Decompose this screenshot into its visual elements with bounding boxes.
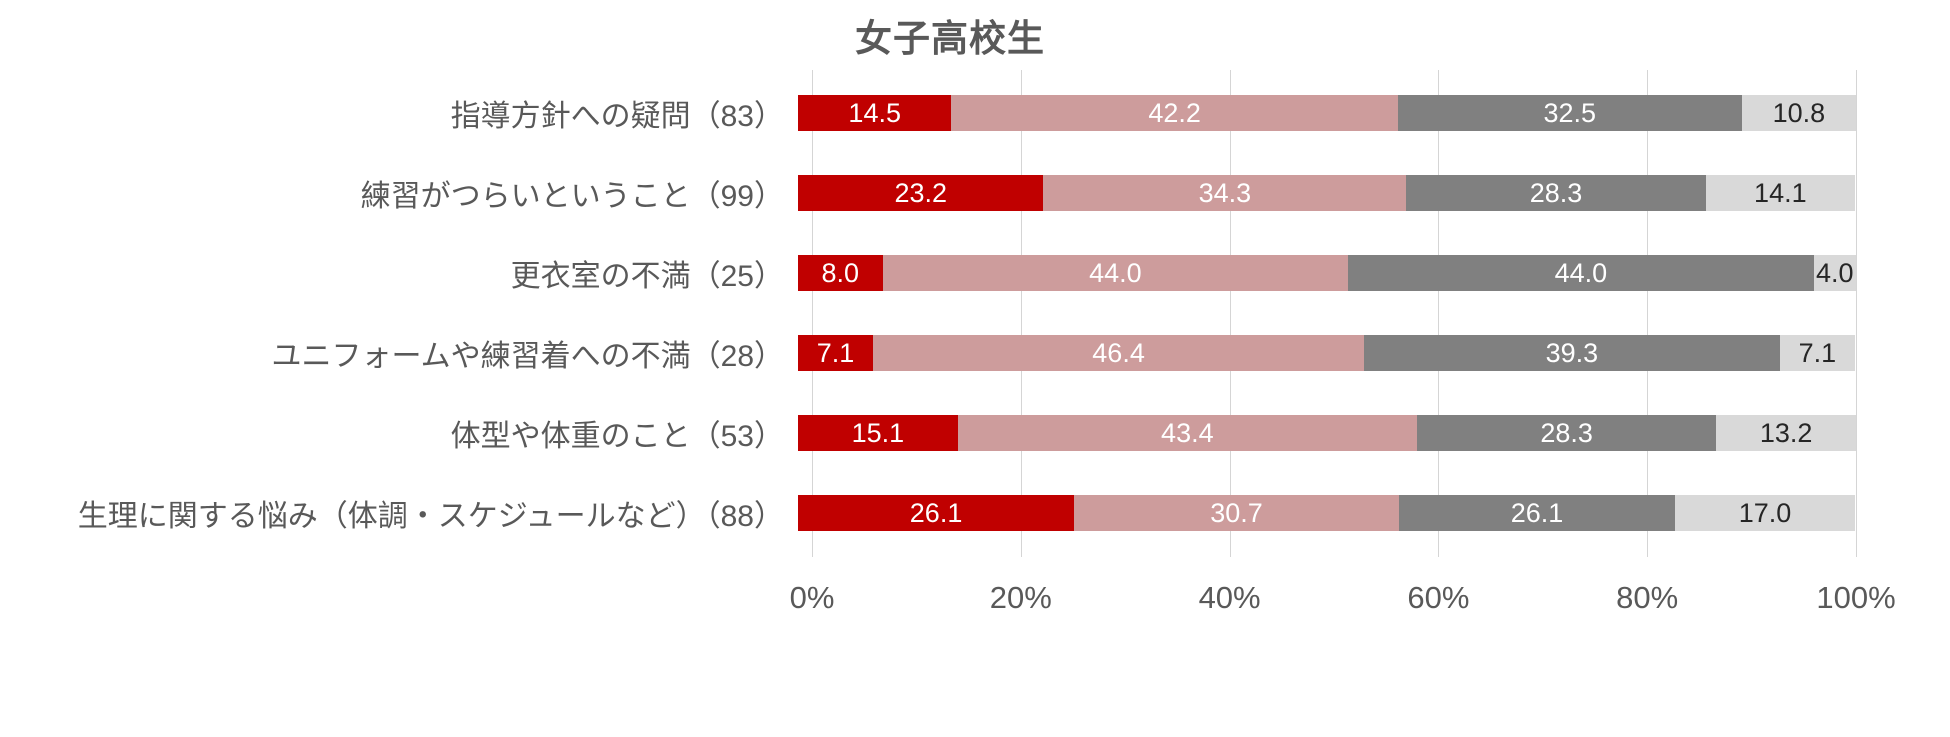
x-tick-label: 40%	[1198, 580, 1261, 615]
x-tick-label: 60%	[1407, 580, 1470, 615]
bar-value-label: 13.2	[1759, 417, 1813, 448]
bar-segment-segment-3-dark-gray: 39.3	[1364, 335, 1780, 371]
bar-segment-segment-4-light-gray: 14.1	[1705, 175, 1855, 211]
x-tick-label: 80%	[1616, 580, 1679, 615]
bar-track: 26.1 30.7 26.1 17.0	[798, 495, 1856, 531]
gridline-layer	[812, 70, 1857, 557]
chart-row: 生理に関する悩み（体調・スケジュールなど）（88） 26.1 30.7 26.1 17.…	[0, 473, 1856, 553]
bar-value-label: 43.4	[1161, 417, 1214, 448]
bar-segment-segment-4-light-gray: 7.1	[1779, 335, 1855, 371]
category-label: 体型や体重のこと（53）	[450, 420, 784, 453]
chart-rows: 指導方針への疑問（83） 14.5 42.2 32.5 10.8 練習がつらいということ（…	[0, 73, 1856, 553]
bar-value-label: 17.0	[1738, 497, 1792, 528]
bar-value-label: 14.1	[1754, 177, 1807, 208]
bar-value-label: 46.4	[1092, 337, 1145, 368]
bar-value-label: 32.5	[1543, 97, 1597, 128]
gridline	[1020, 70, 1022, 557]
bar-value-label: 14.5	[848, 97, 901, 128]
x-tick-label: 20%	[989, 580, 1052, 615]
bar-segment-segment-4-light-gray: 17.0	[1675, 495, 1855, 531]
bar-segment-segment-1-dark-red: 14.5	[798, 95, 952, 131]
bar-track: 14.5 42.2 32.5 10.8	[798, 95, 1856, 131]
gridline	[812, 70, 813, 557]
bar-value-label: 39.3	[1545, 337, 1599, 368]
gridline	[1229, 70, 1231, 557]
bar-value-label: 44.0	[1089, 257, 1142, 288]
category-label: 指導方針への疑問（83）	[450, 100, 784, 133]
bar-value-label: 26.1	[1510, 497, 1564, 528]
bar-track: 23.2 34.3 28.3 14.1	[798, 175, 1856, 211]
bar-value-label: 26.1	[909, 497, 963, 528]
bar-segment-segment-1-dark-red: 7.1	[798, 335, 874, 371]
bar-segment-segment-1-dark-red: 23.2	[798, 175, 1044, 211]
category-label: 練習がつらいということ（99）	[360, 180, 784, 213]
bar-value-label: 28.3	[1540, 417, 1593, 448]
category-label: 生理に関する悩み（体調・スケジュールなど）（88）	[77, 500, 784, 533]
bar-segment-segment-1-dark-red: 26.1	[798, 495, 1075, 531]
bar-segment-segment-3-dark-gray: 28.3	[1406, 175, 1706, 211]
bar-track: 8.0 44.0 44.0 4.0	[798, 255, 1856, 291]
bar-track: 7.1 46.4 39.3 7.1	[798, 335, 1856, 371]
chart-row: 指導方針への疑問（83） 14.5 42.2 32.5 10.8	[0, 73, 1856, 153]
category-label: ユニフォームや練習着への不満（28）	[271, 340, 784, 373]
bar-track: 15.1 43.4 28.3 13.2	[798, 415, 1856, 451]
bar-segment-segment-1-dark-red: 15.1	[798, 415, 958, 451]
x-tick-label: 0%	[789, 580, 835, 615]
gridline	[1438, 70, 1440, 557]
bar-segment-segment-3-dark-gray: 32.5	[1397, 95, 1742, 131]
bar-segment-segment-3-dark-gray: 44.0	[1348, 255, 1814, 291]
gridline	[1856, 70, 1857, 557]
bar-value-label: 7.1	[1798, 337, 1837, 368]
chart-row: 練習がつらいということ（99） 23.2 34.3 28.3 14.1	[0, 153, 1856, 233]
bar-segment-segment-2-rose-pink: 34.3	[1043, 175, 1407, 211]
chart-row: ユニフォームや練習着への不満（28） 7.1 46.4 39.3 7.1	[0, 313, 1856, 393]
bar-segment-segment-2-rose-pink: 44.0	[882, 255, 1349, 291]
bar-value-label: 30.7	[1210, 497, 1263, 528]
bar-segment-segment-4-light-gray: 10.8	[1741, 95, 1856, 131]
x-tick-label: 100%	[1816, 580, 1896, 615]
bar-value-label: 44.0	[1554, 257, 1608, 288]
bar-segment-segment-3-dark-gray: 28.3	[1416, 415, 1717, 451]
bar-value-label: 23.2	[894, 177, 947, 208]
bar-segment-segment-4-light-gray: 13.2	[1716, 415, 1856, 451]
bar-value-label: 34.3	[1198, 177, 1252, 208]
bar-value-label: 15.1	[851, 417, 905, 448]
bar-segment-segment-3-dark-gray: 26.1	[1398, 495, 1676, 531]
bar-value-label: 42.2	[1148, 97, 1201, 128]
bar-value-label: 28.3	[1529, 177, 1583, 208]
bar-value-label: 8.0	[821, 257, 860, 288]
category-label: 更衣室の不満（25）	[510, 260, 784, 293]
bar-segment-segment-2-rose-pink: 42.2	[951, 95, 1398, 131]
x-axis: 0% 20% 40% 60% 80% 100%	[790, 580, 1896, 620]
gridline	[1647, 70, 1649, 557]
chart-title: 女子高校生	[855, 18, 1045, 59]
bar-value-label: 7.1	[816, 337, 855, 368]
bar-segment-segment-2-rose-pink: 46.4	[873, 335, 1365, 371]
bar-segment-segment-1-dark-red: 8.0	[798, 255, 883, 291]
bar-value-label: 4.0	[1816, 257, 1854, 288]
bar-segment-segment-2-rose-pink: 30.7	[1074, 495, 1399, 531]
bar-segment-segment-4-light-gray: 4.0	[1813, 255, 1856, 291]
bar-segment-segment-2-rose-pink: 43.4	[957, 415, 1417, 451]
chart-row: 体型や体重のこと（53） 15.1 43.4 28.3 13.2	[0, 393, 1856, 473]
chart-row: 更衣室の不満（25） 8.0 44.0 44.0 4.0	[0, 233, 1856, 313]
bar-value-label: 10.8	[1772, 97, 1826, 128]
